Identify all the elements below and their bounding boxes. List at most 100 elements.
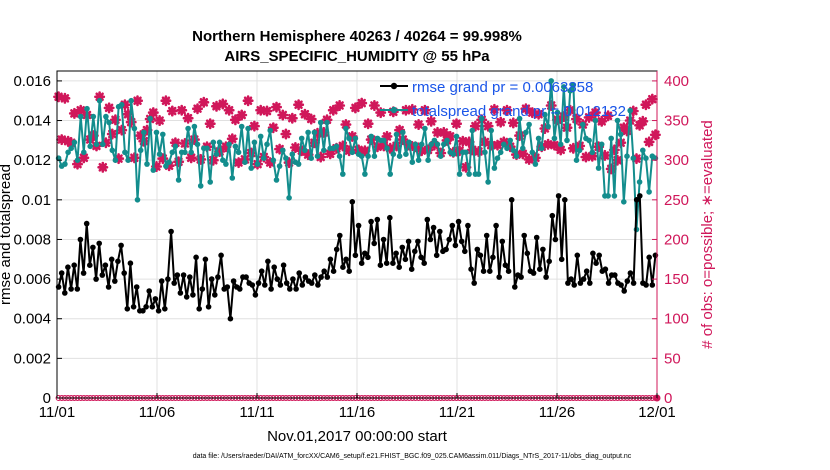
totalspread-point [349, 149, 356, 156]
evaluated-point [226, 133, 238, 145]
evaluated-point [349, 102, 361, 114]
totalspread-point [425, 157, 431, 163]
rmse-point [462, 248, 468, 255]
totalspread-point [624, 153, 630, 159]
rmse-point [518, 274, 524, 280]
rmse-point [512, 284, 518, 290]
totalspread-point [317, 119, 324, 126]
rmse-point [262, 282, 268, 288]
rmse-point [218, 252, 224, 259]
totalspread-point [598, 141, 605, 148]
totalspread-point [418, 141, 425, 148]
evaluated-point [469, 120, 481, 132]
rmse-point [130, 304, 137, 310]
x-tick-label: 11/16 [339, 404, 375, 421]
evaluated-point [406, 103, 418, 115]
totalspread-point [242, 159, 248, 165]
rmse-point [199, 286, 206, 292]
rmse-point [499, 238, 506, 245]
rmse-point [580, 276, 587, 282]
evaluated-point [501, 104, 513, 116]
rmse-point [152, 296, 159, 302]
totalspread-point [87, 143, 93, 150]
totalspread-point [160, 131, 166, 138]
totalspread-point [403, 151, 409, 157]
totalspread-point [450, 151, 457, 157]
evaluated-point [261, 105, 273, 117]
totalspread-point [478, 115, 485, 122]
rmse-point [340, 264, 346, 271]
totalspread-point [84, 105, 90, 112]
totalspread-point [463, 149, 469, 156]
totalspread-point [371, 153, 378, 159]
totalspread-point [608, 135, 614, 142]
totalspread-point [305, 129, 311, 136]
rmse-point [637, 193, 643, 199]
totalspread-point [605, 193, 611, 199]
totalspread-point [204, 145, 210, 152]
rmse-point [180, 272, 187, 278]
rmse-point [296, 270, 303, 276]
rmse-point [243, 274, 249, 280]
totalspread-point [346, 135, 352, 142]
totalspread-point [267, 127, 274, 134]
evaluated-point [482, 120, 494, 132]
totalspread-point [504, 145, 510, 152]
rmse-point [171, 280, 177, 286]
rmse-point [552, 236, 559, 243]
left-tick-label: 0.01 [22, 192, 51, 209]
rmse-point [271, 264, 278, 271]
totalspread-point [210, 139, 217, 146]
rmse-point [371, 240, 378, 247]
evaluated-point [425, 115, 437, 127]
evaluated-point [182, 112, 194, 124]
totalspread-point [308, 155, 315, 161]
totalspread-point [147, 115, 153, 122]
totalspread-point [491, 165, 498, 171]
rmse-point [155, 308, 162, 314]
totalspread-line [57, 79, 656, 231]
totalspread-point [573, 157, 580, 163]
rmse-point [93, 276, 99, 282]
evaluated-point [438, 126, 450, 138]
rmse-point [468, 266, 474, 273]
rmse-point [287, 286, 293, 292]
rmse-point [337, 232, 343, 239]
evaluated-point [324, 148, 336, 160]
evaluated-point [637, 115, 649, 127]
totalspread-point [434, 141, 441, 148]
rmse-point [208, 276, 215, 282]
rmse-point [321, 268, 328, 275]
totalspread-point [270, 157, 277, 163]
evaluated-point [248, 120, 260, 132]
totalspread-point [526, 121, 532, 128]
rmse-point [437, 228, 443, 235]
evaluated-point [507, 117, 519, 129]
evaluated-point [602, 110, 614, 122]
rmse-point [212, 292, 218, 298]
totalspread-point [466, 171, 472, 177]
totalspread-point [100, 141, 106, 148]
totalspread-point [406, 139, 412, 146]
totalspread-point [336, 153, 343, 159]
evaluated-point [176, 104, 188, 116]
rmse-point [562, 197, 568, 203]
right-tick-label: 200 [664, 231, 689, 248]
left-tick-label: 0.002 [13, 350, 51, 367]
rmse-point [621, 288, 627, 294]
rmse-point [265, 258, 271, 265]
totalspread-point [390, 151, 397, 157]
evaluated-point [381, 130, 393, 142]
totalspread-point [112, 157, 119, 163]
evaluated-point [646, 93, 658, 105]
rmse-point [549, 212, 556, 219]
totalspread-point [580, 121, 586, 128]
totalspread-point [557, 141, 564, 148]
rmse-point [452, 242, 459, 249]
rmse-point [418, 254, 424, 261]
rmse-point [193, 254, 199, 261]
rmse-point [252, 292, 259, 298]
rmse-point [618, 282, 624, 288]
evaluated-point [533, 108, 545, 120]
right-tick-label: 250 [664, 192, 689, 209]
